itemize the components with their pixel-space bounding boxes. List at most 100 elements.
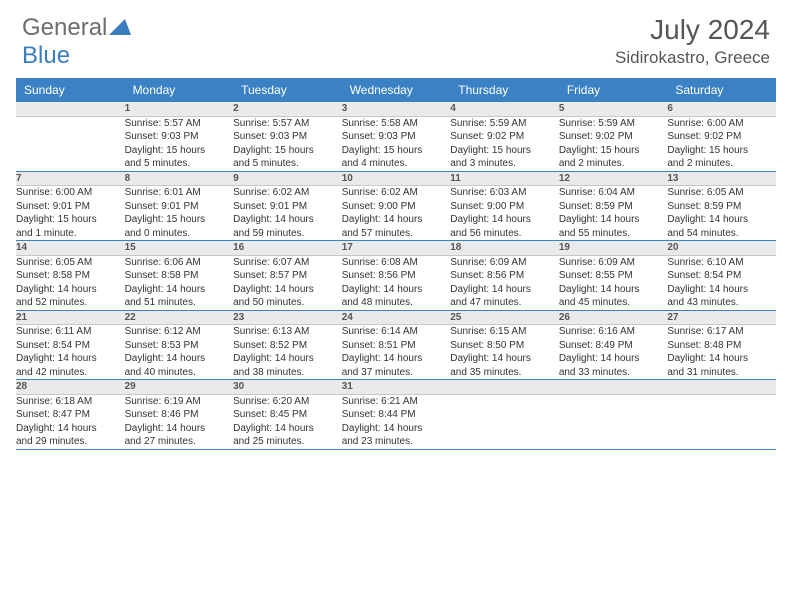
day-data-row: Sunrise: 5:57 AMSunset: 9:03 PMDaylight:… bbox=[16, 117, 776, 172]
day-line: Sunset: 8:53 PM bbox=[125, 339, 234, 353]
day-line: Daylight: 15 hours bbox=[559, 144, 668, 158]
day-line: and 47 minutes. bbox=[450, 296, 559, 310]
day-line: and 2 minutes. bbox=[559, 157, 668, 171]
day-line: Sunset: 8:54 PM bbox=[667, 269, 776, 283]
day-cell: Sunrise: 6:04 AMSunset: 8:59 PMDaylight:… bbox=[559, 186, 668, 241]
logo-gray-text: General bbox=[22, 14, 107, 41]
day-line: Sunrise: 6:09 AM bbox=[450, 256, 559, 270]
day-cell: Sunrise: 6:20 AMSunset: 8:45 PMDaylight:… bbox=[233, 395, 342, 450]
day-line: Sunset: 8:59 PM bbox=[559, 200, 668, 214]
day-number: 9 bbox=[233, 172, 342, 187]
day-line: Sunrise: 6:19 AM bbox=[125, 395, 234, 409]
day-line: and 52 minutes. bbox=[16, 296, 125, 310]
day-line: Daylight: 15 hours bbox=[233, 144, 342, 158]
day-number: 4 bbox=[450, 102, 559, 117]
day-line: Daylight: 14 hours bbox=[233, 283, 342, 297]
day-cell: Sunrise: 6:07 AMSunset: 8:57 PMDaylight:… bbox=[233, 256, 342, 311]
day-line: Daylight: 14 hours bbox=[125, 352, 234, 366]
day-line: Daylight: 15 hours bbox=[16, 213, 125, 227]
day-number bbox=[16, 102, 125, 117]
day-line: Daylight: 15 hours bbox=[667, 144, 776, 158]
day-cell bbox=[16, 117, 125, 172]
day-number: 16 bbox=[233, 241, 342, 256]
day-number: 15 bbox=[125, 241, 234, 256]
day-number-row: 123456 bbox=[16, 102, 776, 117]
weekday-header: Saturday bbox=[667, 78, 776, 102]
day-line: Daylight: 15 hours bbox=[450, 144, 559, 158]
logo-triangle-icon bbox=[109, 19, 131, 35]
day-line: Sunrise: 6:12 AM bbox=[125, 325, 234, 339]
day-line: Daylight: 14 hours bbox=[16, 352, 125, 366]
day-line: and 43 minutes. bbox=[667, 296, 776, 310]
day-line: Sunset: 9:02 PM bbox=[667, 130, 776, 144]
day-cell bbox=[559, 395, 668, 450]
day-line: Daylight: 14 hours bbox=[342, 213, 451, 227]
day-number bbox=[559, 380, 668, 395]
calendar-table: SundayMondayTuesdayWednesdayThursdayFrid… bbox=[16, 78, 776, 450]
day-line: Sunset: 8:56 PM bbox=[342, 269, 451, 283]
day-line: and 48 minutes. bbox=[342, 296, 451, 310]
day-line: and 23 minutes. bbox=[342, 435, 451, 449]
day-cell: Sunrise: 6:09 AMSunset: 8:56 PMDaylight:… bbox=[450, 256, 559, 311]
weekday-header: Tuesday bbox=[233, 78, 342, 102]
logo: General Blue bbox=[22, 14, 131, 70]
day-line: and 5 minutes. bbox=[125, 157, 234, 171]
day-data-row: Sunrise: 6:05 AMSunset: 8:58 PMDaylight:… bbox=[16, 256, 776, 311]
day-line: Sunset: 8:50 PM bbox=[450, 339, 559, 353]
day-line: Sunrise: 6:01 AM bbox=[125, 186, 234, 200]
day-line: and 4 minutes. bbox=[342, 157, 451, 171]
day-cell: Sunrise: 6:13 AMSunset: 8:52 PMDaylight:… bbox=[233, 325, 342, 380]
day-line: Sunrise: 6:09 AM bbox=[559, 256, 668, 270]
day-line: Daylight: 14 hours bbox=[125, 422, 234, 436]
day-cell: Sunrise: 6:17 AMSunset: 8:48 PMDaylight:… bbox=[667, 325, 776, 380]
day-line: Sunrise: 6:00 AM bbox=[667, 117, 776, 131]
day-line: Sunset: 8:54 PM bbox=[16, 339, 125, 353]
day-cell: Sunrise: 6:05 AMSunset: 8:59 PMDaylight:… bbox=[667, 186, 776, 241]
day-number: 17 bbox=[342, 241, 451, 256]
day-line: Sunset: 8:49 PM bbox=[559, 339, 668, 353]
day-number: 23 bbox=[233, 311, 342, 326]
day-number: 24 bbox=[342, 311, 451, 326]
day-line: Daylight: 14 hours bbox=[450, 352, 559, 366]
day-number: 11 bbox=[450, 172, 559, 187]
day-line: Sunset: 9:00 PM bbox=[342, 200, 451, 214]
day-line: Sunset: 8:57 PM bbox=[233, 269, 342, 283]
day-number: 8 bbox=[125, 172, 234, 187]
day-line: Sunrise: 6:17 AM bbox=[667, 325, 776, 339]
day-line: Daylight: 14 hours bbox=[16, 283, 125, 297]
day-line: and 2 minutes. bbox=[667, 157, 776, 171]
day-line: Sunset: 9:01 PM bbox=[125, 200, 234, 214]
day-number: 10 bbox=[342, 172, 451, 187]
day-cell: Sunrise: 6:21 AMSunset: 8:44 PMDaylight:… bbox=[342, 395, 451, 450]
day-line: Sunrise: 5:57 AM bbox=[233, 117, 342, 131]
day-line: and 56 minutes. bbox=[450, 227, 559, 241]
day-number: 22 bbox=[125, 311, 234, 326]
day-line: Sunset: 8:58 PM bbox=[125, 269, 234, 283]
day-cell: Sunrise: 6:09 AMSunset: 8:55 PMDaylight:… bbox=[559, 256, 668, 311]
day-line: Daylight: 14 hours bbox=[667, 352, 776, 366]
day-line: Sunset: 8:58 PM bbox=[16, 269, 125, 283]
day-line: Sunset: 8:56 PM bbox=[450, 269, 559, 283]
day-line: Sunrise: 5:57 AM bbox=[125, 117, 234, 131]
day-number: 20 bbox=[667, 241, 776, 256]
page-title: July 2024 bbox=[615, 14, 770, 46]
day-line: and 42 minutes. bbox=[16, 366, 125, 380]
day-line: Daylight: 14 hours bbox=[342, 422, 451, 436]
day-line: Sunset: 9:03 PM bbox=[125, 130, 234, 144]
day-line: Sunrise: 6:05 AM bbox=[667, 186, 776, 200]
day-line: and 55 minutes. bbox=[559, 227, 668, 241]
day-line: Sunrise: 6:15 AM bbox=[450, 325, 559, 339]
day-line: Sunset: 8:48 PM bbox=[667, 339, 776, 353]
day-number: 13 bbox=[667, 172, 776, 187]
day-number: 18 bbox=[450, 241, 559, 256]
day-cell: Sunrise: 6:05 AMSunset: 8:58 PMDaylight:… bbox=[16, 256, 125, 311]
day-cell: Sunrise: 6:00 AMSunset: 9:01 PMDaylight:… bbox=[16, 186, 125, 241]
day-line: Sunrise: 6:20 AM bbox=[233, 395, 342, 409]
day-cell: Sunrise: 6:14 AMSunset: 8:51 PMDaylight:… bbox=[342, 325, 451, 380]
day-line: Sunrise: 6:03 AM bbox=[450, 186, 559, 200]
day-line: and 25 minutes. bbox=[233, 435, 342, 449]
day-line: Sunset: 9:03 PM bbox=[342, 130, 451, 144]
day-number bbox=[667, 380, 776, 395]
day-line: Sunrise: 6:14 AM bbox=[342, 325, 451, 339]
day-line: Daylight: 14 hours bbox=[16, 422, 125, 436]
